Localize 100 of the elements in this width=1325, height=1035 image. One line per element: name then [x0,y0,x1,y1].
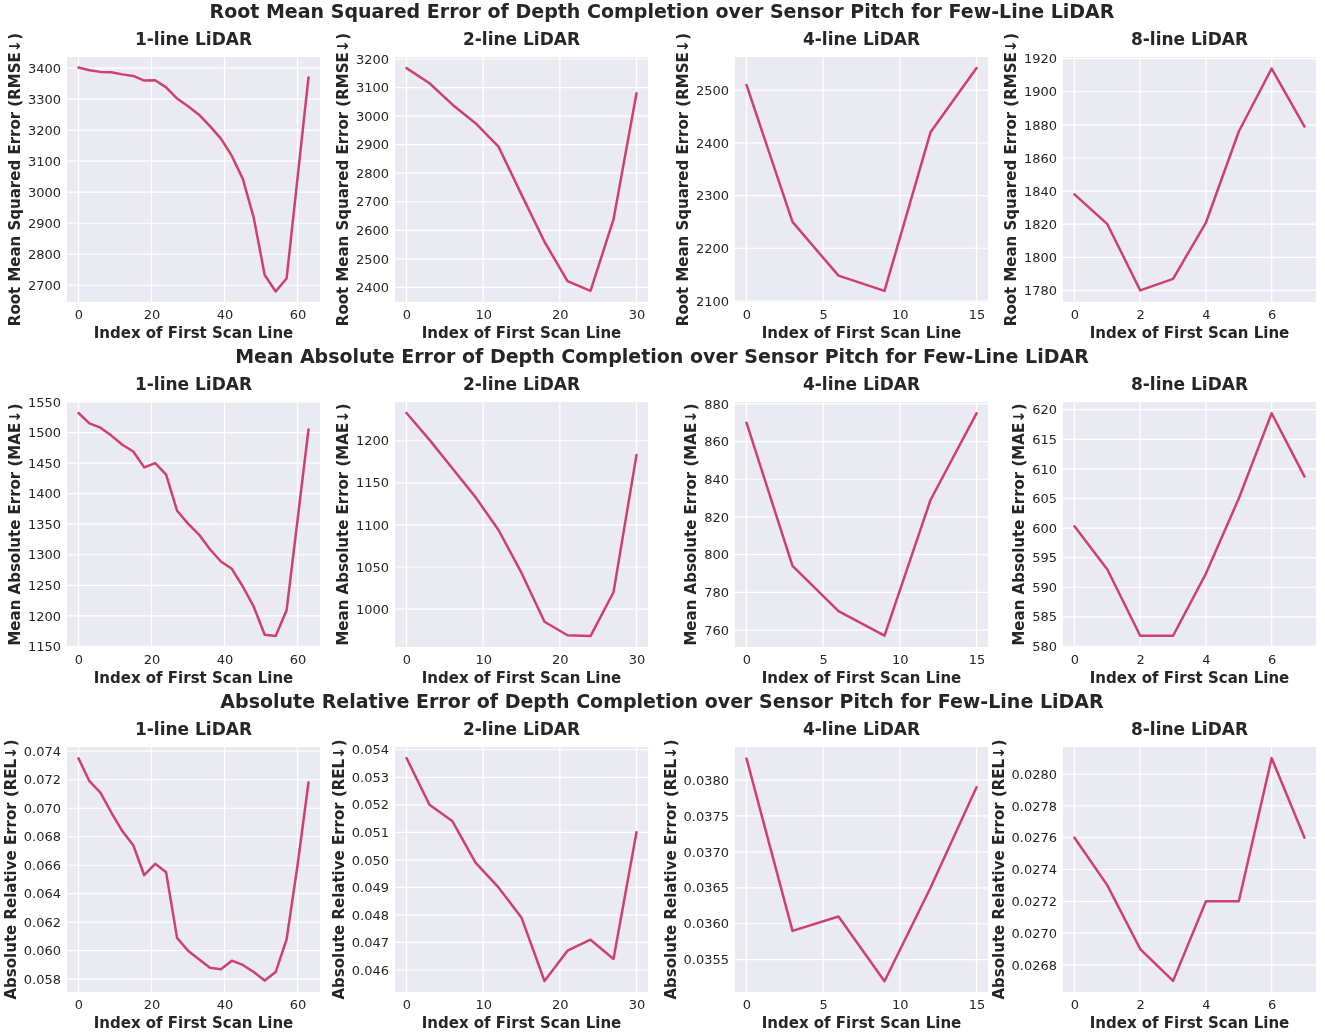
y-axis-title: Absolute Relative Error (REL↓) [329,739,348,1000]
y-tick-label: 1000 [355,601,389,617]
y-tick-label: 880 [704,396,729,412]
y-tick-label: 860 [704,434,729,450]
y-tick-label: 2800 [27,246,61,262]
x-tick-label: 20 [552,652,569,668]
x-tick-label: 30 [628,307,646,323]
y-tick-label: 0.068 [23,829,61,845]
y-tick-label: 0.058 [23,971,61,987]
x-axis-title: Index of First Scan Line [1089,669,1290,687]
y-tick-label: 760 [704,622,729,638]
y-tick-label: 0.052 [351,797,389,813]
y-tick-label: 1100 [355,517,389,533]
y-axis-title: Absolute Relative Error (REL↓) [1,739,20,1000]
y-tick-label: 0.0274 [1011,862,1057,878]
x-tick-label: 60 [289,307,307,323]
y-tick-label: 0.054 [351,742,389,758]
x-axis-title: Index of First Scan Line [421,669,622,687]
y-tick-label: 1500 [27,425,61,441]
y-tick-label: 3300 [27,91,61,107]
y-tick-label: 0.053 [351,769,389,785]
text: Mean Absolute Error of Depth Completion over Sensor Pitch for Few-Line LiDAR [235,345,1090,367]
x-tick-label: 40 [216,307,234,323]
x-tick-label: 0 [742,652,752,668]
y-axis-title: Absolute Relative Error (REL↓) [661,739,680,1000]
x-tick-label: 5 [819,997,828,1013]
chart-title: 2-line LiDAR [462,719,581,739]
chart-title: 1-line LiDAR [134,719,253,739]
y-tick-label: 1350 [27,516,61,532]
x-tick-label: 0 [1070,997,1080,1013]
y-tick-label: 2700 [27,277,61,293]
x-tick-label: 0 [402,652,412,668]
y-tick-label: 1200 [355,433,389,449]
x-tick-label: 10 [892,307,909,323]
y-axis-title: Root Mean Squared Error (RMSE↓) [1001,32,1020,327]
y-tick-label: 1450 [27,455,61,471]
chart-title: 8-line LiDAR [1130,719,1249,739]
y-tick-label: 0.0365 [683,880,729,896]
x-tick-label: 6 [1268,307,1277,323]
y-tick-label: 3100 [355,80,389,96]
y-tick-label: 2400 [355,280,389,296]
chart-title: 4-line LiDAR [802,29,921,49]
x-tick-label: 20 [143,652,161,668]
y-tick-label: 0.0270 [1011,925,1057,941]
text: Absolute Relative Error of Depth Completion over Sensor Pitch for Few-Line LiDAR [220,690,1104,712]
y-tick-label: 0.0278 [1011,798,1057,814]
x-tick-label: 6 [1268,997,1277,1013]
x-tick-label: 0 [402,307,412,323]
x-axis-title: Index of First Scan Line [421,1014,622,1032]
x-tick-label: 20 [552,997,569,1013]
x-tick-label: 30 [628,997,646,1013]
y-axis-title: Mean Absolute Error (MAE↓) [1010,403,1029,646]
y-tick-label: 800 [704,547,729,563]
line-series [745,66,978,293]
x-tick-label: 30 [628,652,646,668]
chart-title: 8-line LiDAR [1130,29,1249,49]
x-tick-label: 10 [475,997,492,1013]
y-tick-label: 620 [1032,402,1057,418]
x-axis-title: Index of First Scan Line [761,324,962,342]
x-axis-title: Index of First Scan Line [421,324,622,342]
x-tick-label: 10 [892,652,909,668]
y-tick-label: 0.0360 [683,916,729,932]
y-tick-label: 840 [704,471,729,487]
line-series [1073,411,1306,638]
line-series [405,66,638,293]
y-tick-label: 1050 [355,559,389,575]
x-tick-label: 2 [1136,652,1145,668]
x-tick-label: 10 [475,307,492,323]
line-series [77,411,310,638]
y-tick-label: 0.074 [23,743,61,759]
x-tick-label: 0 [742,307,752,323]
x-tick-label: 15 [968,997,986,1013]
y-tick-label: 0.0280 [1011,766,1057,782]
y-axis-title: Root Mean Squared Error (RMSE↓) [333,32,352,327]
y-tick-label: 1880 [1023,117,1057,133]
y-tick-label: 2600 [355,222,389,238]
y-tick-label: 0.060 [23,943,61,959]
line-series [405,756,638,983]
y-tick-label: 0.046 [351,962,389,978]
x-axis-title: Index of First Scan Line [761,669,962,687]
x-tick-label: 40 [216,997,234,1013]
text: Root Mean Squared Error of Depth Completion over Sensor Pitch for Few-Line LiDAR [209,0,1115,22]
y-tick-label: 0.0355 [683,952,729,968]
x-tick-label: 60 [289,997,307,1013]
y-tick-label: 610 [1032,461,1057,477]
y-tick-label: 1780 [1023,283,1057,299]
y-tick-label: 1860 [1023,150,1057,166]
x-tick-label: 0 [74,652,84,668]
x-tick-label: 5 [819,652,828,668]
x-tick-label: 20 [552,307,569,323]
chart-title: 2-line LiDAR [462,374,581,394]
y-tick-label: 3200 [27,122,61,138]
y-tick-label: 0.064 [23,886,61,902]
chart-title: 4-line LiDAR [802,719,921,739]
y-axis-title: Absolute Relative Error (REL↓) [989,739,1008,1000]
y-tick-label: 2700 [355,194,389,210]
y-tick-label: 1150 [27,639,61,655]
x-tick-label: 0 [1070,307,1080,323]
y-tick-label: 605 [1032,491,1057,507]
x-tick-label: 10 [892,997,909,1013]
